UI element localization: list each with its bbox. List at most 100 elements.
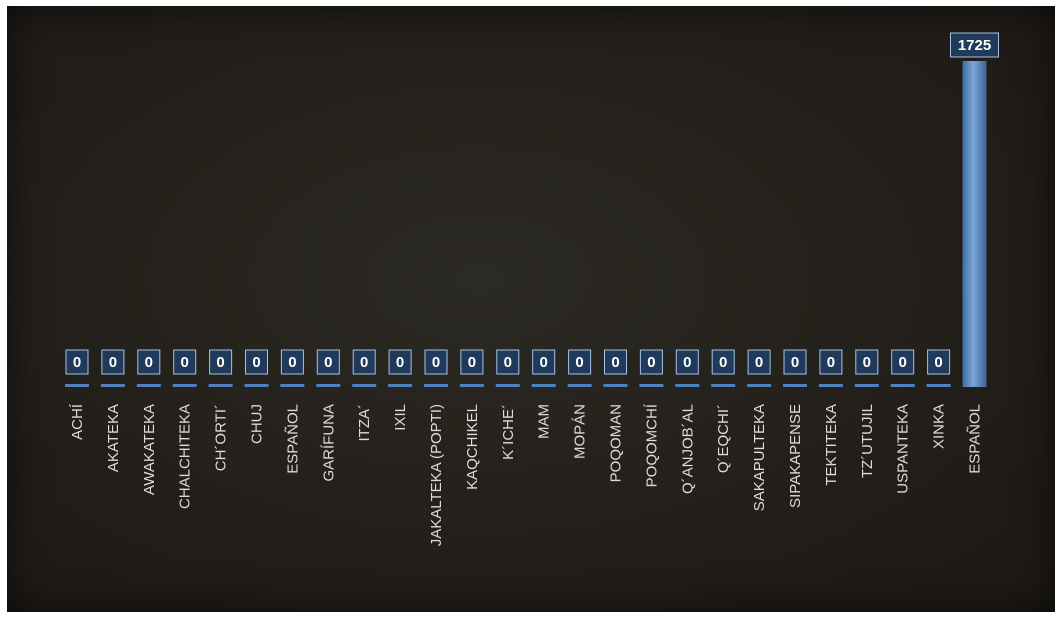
bar-11 <box>424 384 448 387</box>
bar-1 <box>65 384 89 387</box>
tick-label-24: USPANTEKA <box>895 404 912 494</box>
bar-19 <box>711 384 736 387</box>
data-label-box-19 <box>711 349 735 375</box>
data-label-box-1 <box>65 349 89 375</box>
data-label-19: 0 <box>719 354 727 371</box>
data-label-2: 0 <box>109 354 117 371</box>
bar-24 <box>890 384 915 387</box>
tick-label-6: CHUJ <box>249 404 266 444</box>
data-label-9: 0 <box>360 354 368 371</box>
data-label-18: 0 <box>683 354 691 371</box>
data-label-25: 0 <box>934 354 942 371</box>
data-label-3: 0 <box>145 354 153 371</box>
data-label-box-2 <box>101 349 125 375</box>
data-label-21: 0 <box>791 354 799 371</box>
chart-frame: 0 ACHÍ 0 AKATEKA 0 AWAKATEKA 0 CHALCHITEKA 0 CH´O… <box>7 6 1055 612</box>
tick-label-11: JAKALTEKA (POPTI) <box>428 404 445 546</box>
tick-label-1: ACHÍ <box>69 403 86 440</box>
data-label-box-17 <box>639 349 663 375</box>
bar-chart: 0 ACHÍ 0 AKATEKA 0 AWAKATEKA 0 CHALCHITEKA 0 CH´O… <box>65 32 999 546</box>
tick-label-4: CHALCHITEKA <box>177 404 194 509</box>
bar-3 <box>136 384 161 387</box>
tick-label-26: ESPAÑOL <box>967 404 984 474</box>
data-label-11: 0 <box>432 354 440 371</box>
data-label-15: 0 <box>575 354 583 371</box>
data-label-box-16 <box>604 349 627 375</box>
data-label-box-12 <box>460 349 484 375</box>
data-label-14: 0 <box>540 354 548 371</box>
data-label-23: 0 <box>863 354 871 371</box>
bar-7 <box>280 384 305 387</box>
tick-label-3: AWAKATEKA <box>141 404 158 495</box>
data-label-12: 0 <box>468 354 476 371</box>
bar-26 <box>962 61 987 387</box>
data-label-13: 0 <box>504 354 512 371</box>
tick-label-23: TZ´UTUJIL <box>859 404 876 478</box>
bar-8 <box>316 384 341 387</box>
data-label-box-24 <box>891 349 915 375</box>
data-label-box-10 <box>388 349 412 375</box>
data-label-box-8 <box>316 349 340 375</box>
tick-label-16: POQOMAN <box>608 404 625 482</box>
data-label-box-22 <box>819 349 843 375</box>
data-label-6: 0 <box>252 354 260 371</box>
bar-12 <box>459 384 484 387</box>
bar-14 <box>531 384 556 387</box>
tick-label-2: AKATEKA <box>105 404 122 472</box>
data-label-10: 0 <box>396 354 404 371</box>
data-label-20: 0 <box>755 354 763 371</box>
data-label-26: 1725 <box>958 37 991 54</box>
data-label-5: 0 <box>216 354 224 371</box>
data-label-4: 0 <box>181 354 189 371</box>
bar-23 <box>854 384 879 387</box>
tick-label-18: Q´ANJOB´AL <box>679 404 696 494</box>
bar-15 <box>567 384 592 387</box>
bar-22 <box>818 384 843 387</box>
data-label-box-9 <box>352 349 376 375</box>
bar-13 <box>495 384 520 387</box>
data-label-17: 0 <box>647 354 655 371</box>
tick-label-5: CH´ORTI´ <box>213 404 230 471</box>
data-label-24: 0 <box>899 354 907 371</box>
tick-label-17: POQOMCHÍ <box>643 403 660 487</box>
data-label-box-4 <box>173 349 197 375</box>
tick-label-13: K´ICHE´ <box>500 404 517 460</box>
bar-16 <box>603 384 628 387</box>
data-label-8: 0 <box>324 354 332 371</box>
data-label-box-3 <box>137 349 161 375</box>
tick-label-12: KAQCHIKEL <box>464 404 481 490</box>
tick-label-20: SAKAPULTEKA <box>751 404 768 511</box>
data-label-1: 0 <box>73 354 81 371</box>
data-label-7: 0 <box>288 354 296 371</box>
bar-25 <box>926 384 951 387</box>
data-label-box-11 <box>424 349 448 375</box>
tick-label-8: GARÍFUNA <box>320 404 337 482</box>
tick-label-10: IXIL <box>392 404 409 431</box>
bar-5 <box>208 384 233 387</box>
data-label-box-5 <box>209 349 233 375</box>
data-label-box-26 <box>950 32 999 58</box>
data-label-box-15 <box>568 349 592 375</box>
data-label-box-18 <box>675 349 699 375</box>
bar-9 <box>352 384 377 387</box>
data-label-box-14 <box>532 349 556 375</box>
tick-label-22: TEKTITEKA <box>823 404 840 486</box>
data-label-box-13 <box>496 349 520 375</box>
data-label-16: 0 <box>611 354 619 371</box>
bar-6 <box>244 384 269 387</box>
bar-21 <box>783 384 807 387</box>
tick-label-25: XINKA <box>931 404 948 449</box>
tick-label-19: Q´EQCHI´ <box>715 404 732 473</box>
bar-2 <box>100 384 125 387</box>
tick-label-7: ESPAÑOL <box>284 404 301 474</box>
data-label-box-25 <box>927 349 951 375</box>
bar-4 <box>172 384 197 387</box>
data-label-box-20 <box>747 349 771 375</box>
bar-18 <box>675 384 700 387</box>
tick-label-15: MOPÁN <box>572 404 589 459</box>
tick-label-14: MAM <box>536 404 553 439</box>
data-label-22: 0 <box>827 354 835 371</box>
bar-17 <box>639 384 664 387</box>
tick-label-21: SIPAKAPENSE <box>787 404 804 508</box>
tick-label-9: ITZA´ <box>356 404 373 442</box>
